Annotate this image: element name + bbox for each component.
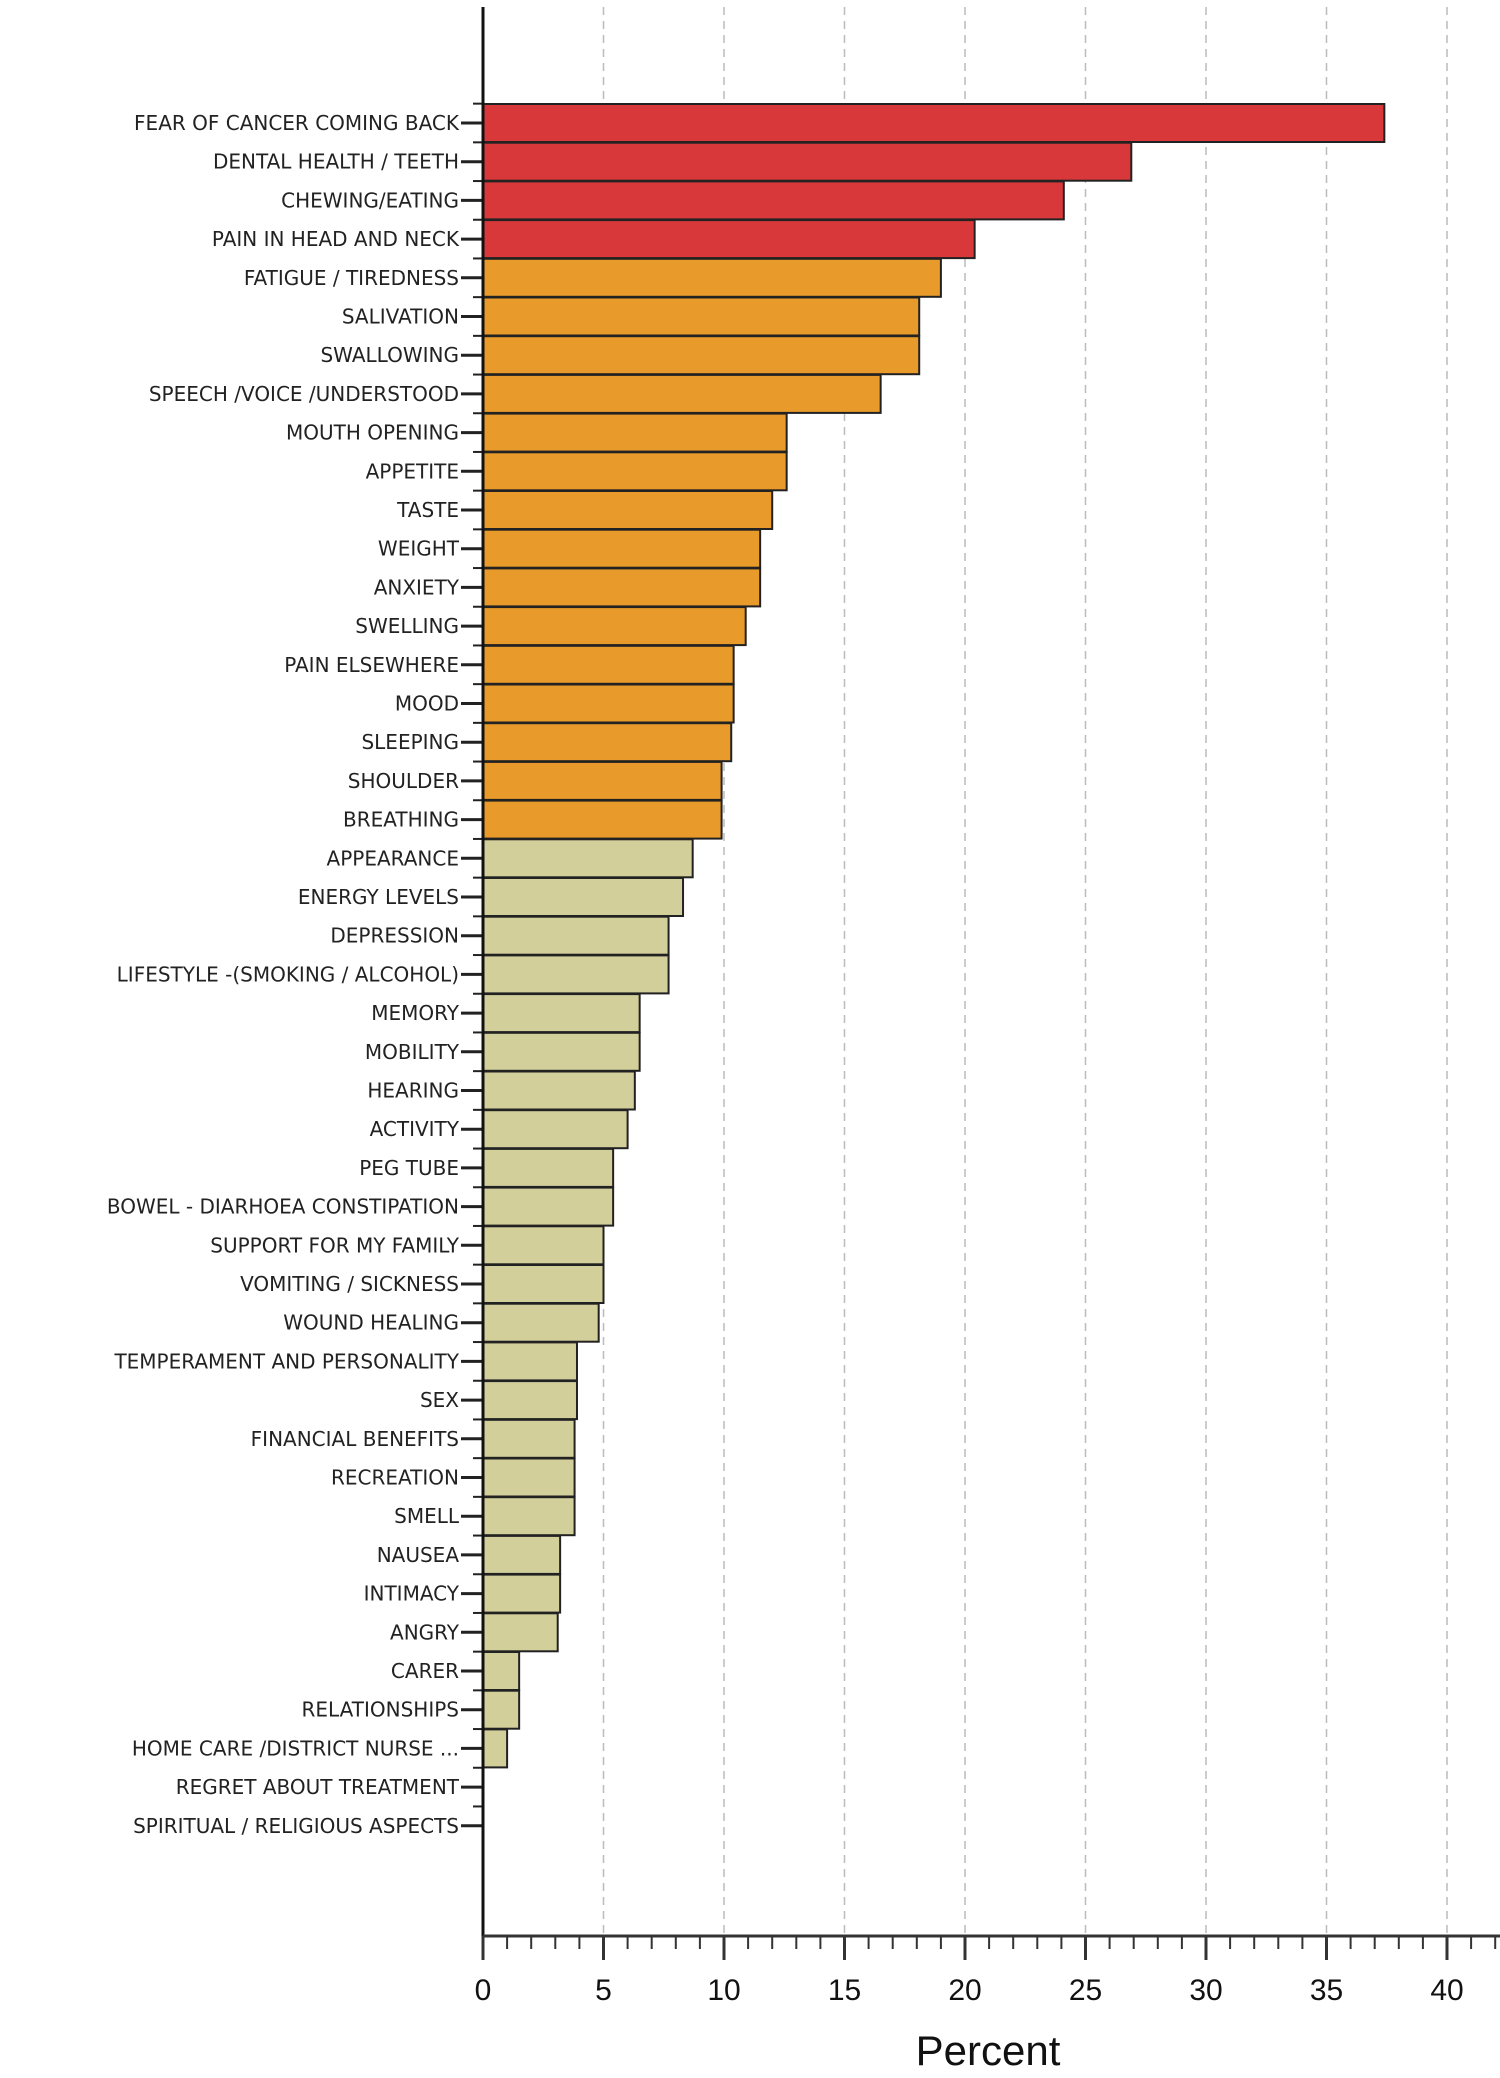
bar — [482, 1612, 559, 1653]
x-tick-label: 15 — [828, 1974, 861, 2007]
bar — [482, 1070, 636, 1111]
x-tick-label: 20 — [948, 1974, 981, 2007]
bar — [482, 1689, 521, 1730]
category-label: RELATIONSHIPS — [302, 1698, 459, 1722]
bar — [482, 915, 670, 956]
bar — [482, 1264, 605, 1304]
category-label: HEARING — [367, 1079, 459, 1103]
bar — [482, 296, 921, 337]
bar — [482, 1109, 629, 1150]
category-label: BREATHING — [343, 808, 459, 832]
bar — [482, 1457, 576, 1498]
bar — [482, 1186, 615, 1227]
category-label: HOME CARE /DISTRICT NURSE ... — [132, 1736, 459, 1760]
x-axis-title: Percent — [916, 2027, 1061, 2074]
category-label: SMELL — [394, 1504, 460, 1528]
x-tick-label: 0 — [475, 1974, 492, 2007]
category-label: SWELLING — [355, 614, 459, 638]
x-tick-label: 40 — [1430, 1974, 1463, 2007]
category-label: FEAR OF CANCER COMING BACK — [134, 111, 460, 135]
category-label: SUPPORT FOR MY FAMILY — [210, 1233, 460, 1257]
bar — [482, 954, 670, 995]
bar — [482, 412, 788, 453]
bar — [482, 1341, 578, 1382]
bar — [482, 838, 694, 879]
category-label: DEPRESSION — [330, 924, 459, 948]
x-tick-label: 30 — [1189, 1974, 1222, 2007]
category-label: CARER — [391, 1659, 459, 1683]
category-label: MEMORY — [371, 1001, 460, 1025]
bar — [482, 760, 723, 801]
category-label: INTIMACY — [364, 1582, 460, 1606]
category-label: ACTIVITY — [370, 1117, 460, 1141]
category-label: RECREATION — [331, 1466, 459, 1490]
category-label: PEG TUBE — [359, 1156, 459, 1180]
category-label: PAIN IN HEAD AND NECK — [212, 227, 460, 251]
bar — [482, 103, 1386, 143]
category-label: APPEARANCE — [327, 846, 459, 870]
category-label: SHOULDER — [348, 769, 459, 793]
bar — [482, 683, 735, 724]
category-label: LIFESTYLE -(SMOKING / ALCOHOL) — [117, 962, 459, 986]
x-tick-label: 10 — [707, 1974, 740, 2007]
category-label: SPEECH /VOICE /UNDERSTOOD — [149, 382, 459, 406]
category-label: WEIGHT — [378, 537, 460, 561]
bar — [482, 219, 976, 260]
x-tick-label: 35 — [1310, 1974, 1343, 2007]
bar — [482, 722, 733, 763]
bar — [482, 1031, 641, 1072]
category-label: DENTAL HEALTH / TEETH — [213, 150, 459, 174]
bar — [482, 528, 762, 569]
bar — [482, 141, 1133, 182]
category-label: ENERGY LEVELS — [298, 885, 459, 909]
bar — [482, 1380, 578, 1421]
bar — [482, 799, 723, 840]
category-label: FATIGUE / TIREDNESS — [244, 266, 459, 290]
bar — [482, 335, 921, 376]
category-label: MOUTH OPENING — [286, 421, 459, 445]
category-label: REGRET ABOUT TREATMENT — [176, 1775, 460, 1799]
category-label: TASTE — [396, 498, 459, 522]
category-label: ANGRY — [390, 1620, 460, 1644]
bar — [482, 490, 774, 530]
bar — [482, 1225, 605, 1266]
category-label: TEMPERAMENT AND PERSONALITY — [113, 1349, 459, 1373]
category-label: SLEEPING — [361, 730, 459, 754]
category-label: MOBILITY — [365, 1040, 460, 1064]
category-label: SALIVATION — [342, 305, 459, 329]
bar — [482, 644, 735, 685]
bar — [482, 1534, 562, 1575]
category-label: SWALLOWING — [320, 343, 459, 367]
category-label: BOWEL - DIARHOEA CONSTIPATION — [107, 1195, 459, 1219]
bar — [482, 606, 747, 647]
category-label: PAIN ELSEWHERE — [284, 653, 459, 677]
bar — [482, 1651, 521, 1691]
category-label: CHEWING/EATING — [281, 188, 459, 212]
bar — [482, 1728, 509, 1769]
category-label: APPETITE — [366, 459, 459, 483]
bar — [482, 877, 685, 917]
category-label: WOUND HEALING — [283, 1311, 459, 1335]
x-tick-label: 5 — [595, 1974, 612, 2007]
category-label: SEX — [420, 1388, 459, 1412]
bar — [482, 373, 882, 414]
category-label: MOOD — [395, 692, 459, 716]
category-label: SPIRITUAL / RELIGIOUS ASPECTS — [133, 1814, 459, 1838]
bar — [482, 1302, 600, 1343]
category-label: FINANCIAL BENEFITS — [251, 1427, 459, 1451]
bar — [482, 1496, 576, 1537]
category-label: ANXIETY — [374, 575, 460, 599]
x-tick-label: 25 — [1069, 1974, 1102, 2007]
bar — [482, 1573, 562, 1614]
bar — [482, 1147, 615, 1188]
category-label: VOMITING / SICKNESS — [240, 1272, 459, 1296]
bar — [482, 567, 762, 608]
bar — [482, 1418, 576, 1459]
bar — [482, 180, 1065, 221]
bar — [482, 451, 788, 492]
bar — [482, 993, 641, 1034]
category-label: NAUSEA — [377, 1543, 460, 1567]
bar — [482, 257, 942, 298]
